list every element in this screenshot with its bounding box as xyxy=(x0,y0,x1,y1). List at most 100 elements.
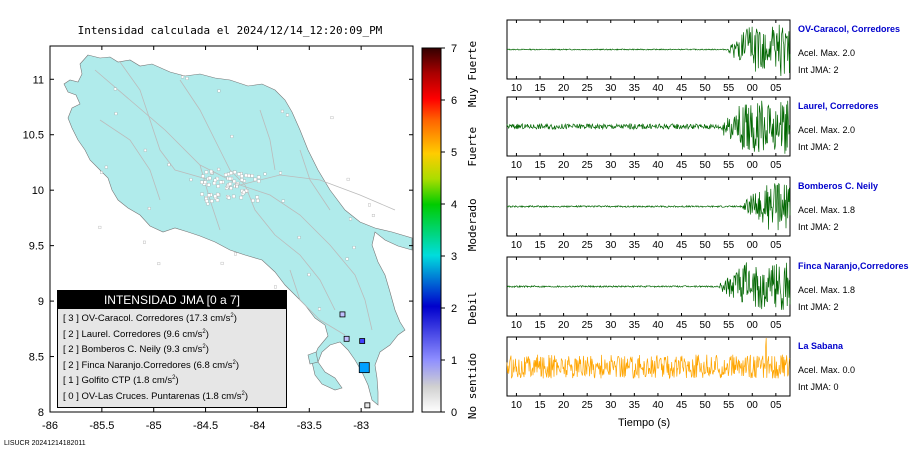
station-marker xyxy=(339,311,346,318)
station-marker xyxy=(358,362,370,374)
time-tick-label: 15 xyxy=(534,83,546,94)
legend-close: ) xyxy=(205,328,209,340)
legend-rows: [ 3 ] OV-Caracol. Corredores (17.3 cm/s2… xyxy=(58,309,286,402)
legend-value: (9.6 cm/s xyxy=(163,328,203,340)
town-marker xyxy=(281,199,285,203)
time-tick-label: 00 xyxy=(747,83,759,94)
legend-row: [ 0 ] OV-Las Cruces. Puntarenas (1.8 cm/… xyxy=(58,387,286,403)
jma-intensity: Int JMA: 2 xyxy=(798,65,839,75)
legend-level: [ 0 ] xyxy=(63,390,82,402)
colorbar-category-label: No sentido xyxy=(466,353,479,419)
legend-station: Laurel. Corredores xyxy=(81,328,164,340)
time-tick-label: 45 xyxy=(676,83,688,94)
town-marker xyxy=(147,207,151,210)
town-marker xyxy=(352,246,356,249)
road-network xyxy=(94,61,396,336)
town-marker xyxy=(205,199,209,203)
town-marker xyxy=(113,87,117,91)
town-marker xyxy=(237,172,241,176)
time-tick-label: 50 xyxy=(700,400,712,411)
town-marker xyxy=(297,236,301,239)
town-marker xyxy=(235,185,239,189)
waveform-trace xyxy=(506,24,791,77)
time-tick-label: 05 xyxy=(770,240,782,251)
max-acceleration: Acel. Max. 1.8 xyxy=(798,205,856,215)
town-marker xyxy=(215,198,220,202)
waveform-panel: 10 15 20 25 30 35 40 45 50 55 00 05 xyxy=(506,96,791,171)
time-tick-label: 30 xyxy=(605,240,617,251)
time-tick-label: 35 xyxy=(629,320,641,331)
town-marker xyxy=(157,262,161,266)
time-tick-label: 05 xyxy=(770,320,782,331)
town-marker xyxy=(224,173,228,177)
waveform-panel: 10 15 20 25 30 35 40 45 50 55 00 05 xyxy=(506,176,791,251)
map-frame xyxy=(49,45,414,413)
time-tick-label: 00 xyxy=(747,400,759,411)
legend-close: ) xyxy=(233,313,237,325)
waveform-panel: 10 15 20 25 30 35 40 45 50 55 00 05 xyxy=(506,19,791,94)
town-marker xyxy=(217,89,221,93)
time-tick-label: 45 xyxy=(676,400,688,411)
legend-row: [ 1 ] Golfito CTP (1.8 cm/s2) xyxy=(58,371,286,387)
costa-rica-landmass xyxy=(63,54,413,406)
town-marker xyxy=(209,169,214,174)
waveform-trace xyxy=(506,182,791,231)
legend-value: (17.3 cm/s xyxy=(186,313,231,325)
town-marker xyxy=(240,178,244,182)
map-y-tick-label: 11 xyxy=(33,74,44,86)
legend-level: [ 2 ] xyxy=(63,344,82,356)
time-tick-label: 55 xyxy=(723,83,735,94)
max-acceleration: Acel. Max. 1.8 xyxy=(798,285,856,295)
legend-close: ) xyxy=(235,359,239,371)
time-tick-label: 10 xyxy=(511,160,523,171)
time-tick-label: 25 xyxy=(582,400,594,411)
time-tick-label: 20 xyxy=(558,320,570,331)
time-tick-label: 10 xyxy=(511,240,523,251)
intensity-colorbar: 0 1 2 3 4 5 6 7 No sentido Debil Moderado Fuerte Mu… xyxy=(421,41,479,419)
town-marker xyxy=(232,194,236,199)
town-marker xyxy=(207,193,211,197)
map-y-tick-label: 9 xyxy=(38,296,44,308)
map-y-tick-label: 8.5 xyxy=(29,352,44,364)
map-x-tick-label: -85.5 xyxy=(89,420,114,432)
time-tick-label: 15 xyxy=(534,400,546,411)
time-tick-label: 15 xyxy=(534,240,546,251)
colorbar-tick-label: 6 xyxy=(451,95,457,107)
colorbar-tick-label: 0 xyxy=(451,407,457,419)
legend-unit-exponent: 2 xyxy=(232,359,236,366)
legend-station: OV-Las Cruces. Puntarenas xyxy=(81,390,203,402)
jma-intensity: Int JMA: 2 xyxy=(798,222,839,232)
town-marker xyxy=(307,273,311,277)
time-tick-label: 00 xyxy=(747,320,759,331)
time-tick-label: 40 xyxy=(652,83,664,94)
town-marker xyxy=(280,109,284,113)
map-x-tick-label: -84 xyxy=(249,420,265,432)
town-marker xyxy=(98,225,102,229)
jma-intensity: Int JMA: 0 xyxy=(798,382,839,392)
colorbar-category-labels: No sentido Debil Moderado Fuerte Muy Fuerte xyxy=(466,41,479,419)
town-marker xyxy=(219,180,223,184)
town-marker xyxy=(213,178,217,183)
map-y-ticks: 8 8.5 9 9.5 10 10.5 11 xyxy=(23,74,413,419)
town-marker xyxy=(228,176,232,181)
town-marker xyxy=(239,195,243,200)
town-marker xyxy=(185,77,189,80)
town-marker xyxy=(240,174,244,178)
legend-unit-exponent: 2 xyxy=(202,328,206,335)
max-acceleration: Acel. Max. 2.0 xyxy=(798,48,856,58)
map-x-ticks: -86 -85.5 -85 -84.5 -84 -83.5 -83 xyxy=(42,46,369,432)
legend-row: [ 2 ] Laurel. Corredores (9.6 cm/s2) xyxy=(58,325,286,341)
legend-level: [ 1 ] xyxy=(63,375,82,387)
jma-intensity: Int JMA: 2 xyxy=(798,302,839,312)
time-tick-label: 45 xyxy=(676,160,688,171)
max-acceleration: Acel. Max. 0.0 xyxy=(798,365,856,375)
town-marker xyxy=(274,285,277,289)
colorbar-category-label: Moderado xyxy=(466,198,479,251)
time-axis-label: Tiempo (s) xyxy=(618,417,671,429)
time-tick-label: 05 xyxy=(770,400,782,411)
map-x-tick-label: -84.5 xyxy=(193,420,218,432)
time-tick-label: 20 xyxy=(558,160,570,171)
legend-title: INTENSIDAD JMA [0 a 7] xyxy=(58,291,286,309)
town-marker xyxy=(220,261,224,265)
town-marker xyxy=(256,198,260,203)
